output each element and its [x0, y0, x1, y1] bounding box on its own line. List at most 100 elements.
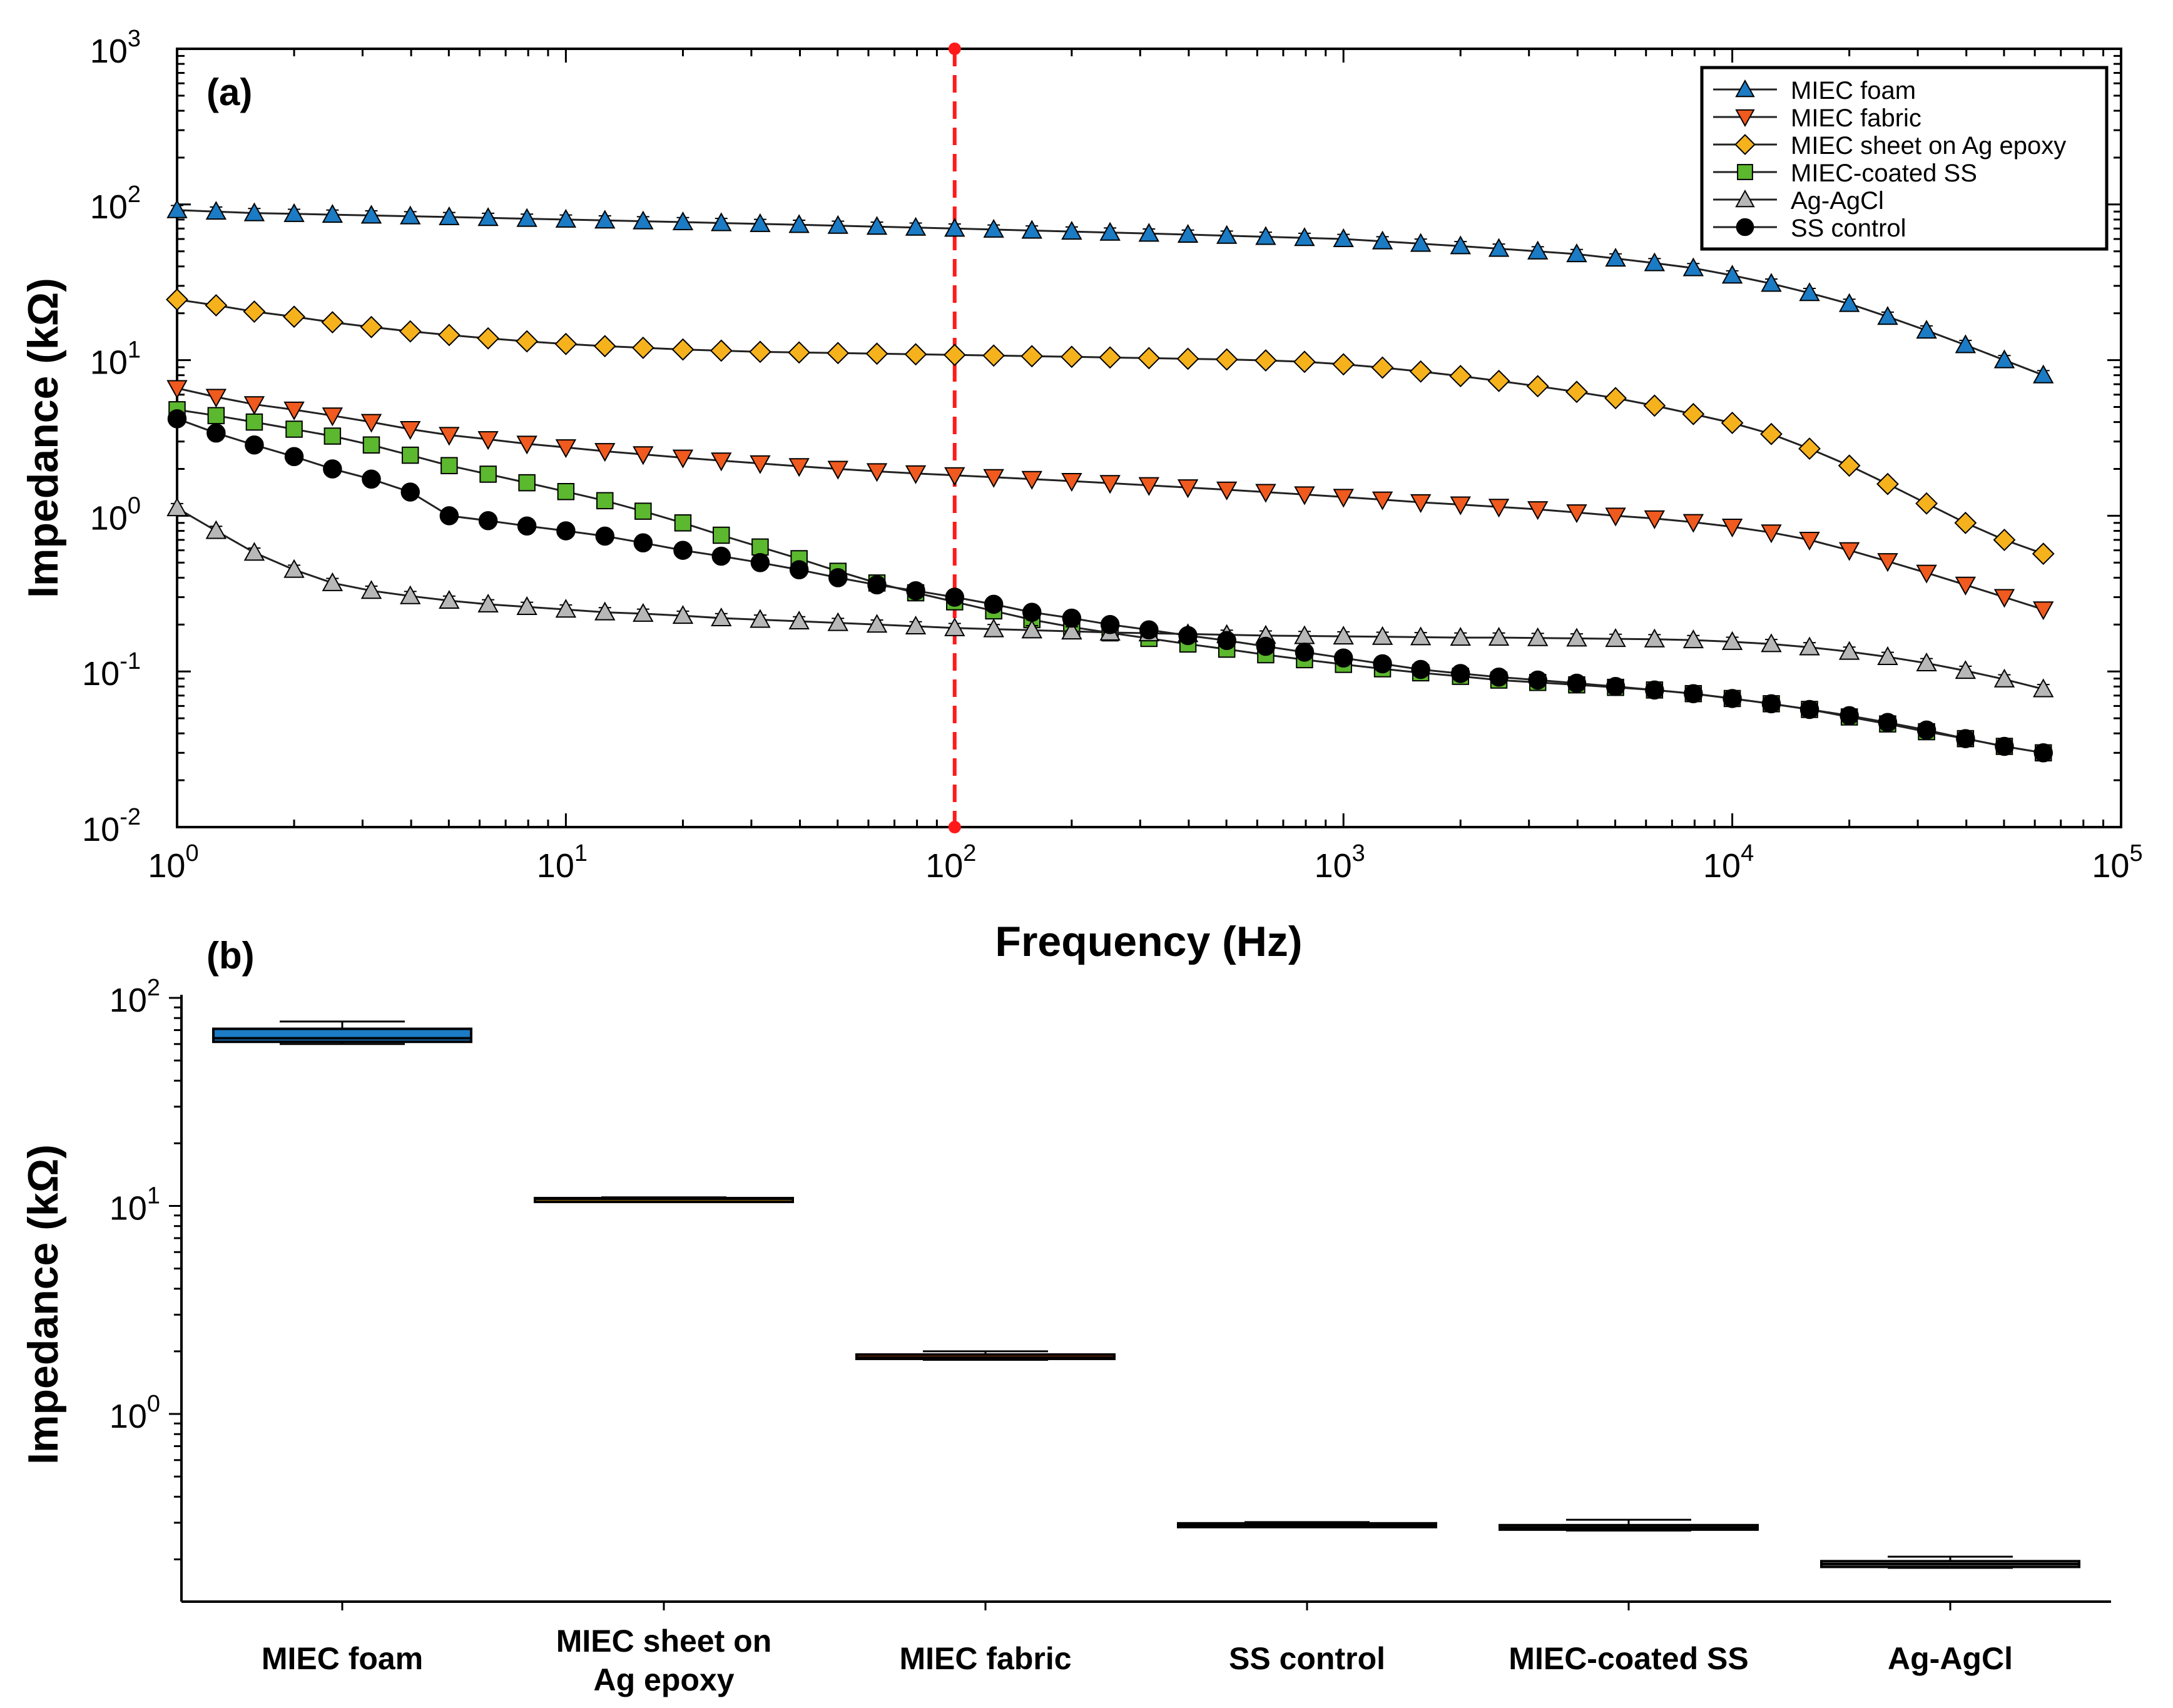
data-point-miec-foam — [322, 204, 344, 223]
data-point-miec-sheet-on-ag-epoxy — [631, 336, 654, 359]
data-point-miec-foam — [1838, 293, 1860, 312]
data-point-miec-foam — [1294, 227, 1315, 247]
data-point-ag-agcl — [1021, 619, 1042, 639]
data-point-ag-agcl — [1333, 626, 1354, 645]
data-point-miec-fabric — [2033, 601, 2054, 621]
data-point-miec-sheet-on-ag-epoxy — [943, 343, 966, 367]
data-point-ss-control — [1761, 694, 1781, 714]
data-point-ss-control — [750, 553, 770, 572]
data-point-miec-fabric — [1450, 496, 1471, 516]
data-point-miec-foam — [1177, 223, 1199, 243]
data-point-ss-control — [789, 560, 809, 579]
data-point-ag-agcl — [983, 618, 1004, 638]
data-point-ag-agcl — [750, 609, 771, 628]
data-point-miec-foam — [1605, 248, 1626, 267]
data-point-ag-agcl — [633, 602, 654, 622]
data-point-ag-agcl — [1644, 628, 1666, 648]
data-point-miec-fabric — [400, 420, 421, 440]
data-point-ag-agcl — [1682, 629, 1704, 649]
legend-marker-miec-sheet-on-ag-epoxy — [1734, 134, 1756, 155]
series-miec-foam — [166, 199, 2054, 384]
data-point-ag-agcl — [1527, 627, 1549, 646]
data-point-miec-fabric — [1605, 507, 1626, 527]
series-miec-sheet-on-ag-epoxy — [166, 288, 2055, 566]
legend-marker-miec-fabric — [1735, 109, 1755, 128]
reference-line-bottom-dot — [948, 821, 961, 833]
data-point-miec-fabric — [1099, 475, 1121, 494]
data-point-ss-control — [1139, 620, 1159, 639]
panel-a-tick-labels: 100 101 102 103 104 105 10-2 10-1 100 101 102 103 — [82, 26, 2142, 885]
data-point-miec-sheet-on-ag-epoxy — [360, 315, 383, 338]
data-point-miec-foam — [1955, 334, 1977, 353]
data-point-ss-control — [2033, 743, 2053, 763]
reference-line-top-dot — [948, 43, 961, 55]
data-point-miec-fabric — [516, 435, 537, 455]
data-point-ag-agcl — [944, 617, 965, 636]
data-point-miec-fabric — [1333, 489, 1354, 508]
data-point-miec-fabric — [633, 446, 654, 465]
data-point-ss-control — [1606, 677, 1626, 696]
y-tick-label-1: 10-1 — [82, 648, 141, 693]
legend-label-ag-agcl: Ag-AgCl — [1791, 187, 1884, 215]
legend-marker-miec-coated-ss — [1737, 164, 1753, 180]
panel-b-y-axis-title: Impedance (kΩ) — [19, 1144, 67, 1465]
legend-label-miec-coated-ss: MIEC-coated SS — [1791, 160, 1977, 187]
data-point-miec-sheet-on-ag-epoxy — [865, 342, 888, 365]
data-point-ss-control — [867, 575, 887, 595]
b-y-tick-label-2: 102 — [109, 975, 160, 1019]
data-point-ag-agcl — [672, 605, 694, 624]
data-point-miec-sheet-on-ag-epoxy — [1099, 346, 1122, 369]
data-point-miec-sheet-on-ag-epoxy — [1409, 360, 1432, 383]
data-point-miec-sheet-on-ag-epoxy — [1176, 347, 1199, 370]
data-point-miec-foam — [983, 218, 1004, 238]
data-point-ss-control — [1295, 643, 1315, 662]
data-point-miec-fabric — [1177, 479, 1199, 499]
data-point-ss-control — [1916, 720, 1936, 740]
data-point-miec-sheet-on-ag-epoxy — [399, 320, 422, 343]
panel-b-tick-labels: 100 101 102 — [109, 975, 160, 1435]
legend-marker-ss-control — [1736, 218, 1754, 236]
data-point-miec-sheet-on-ag-epoxy — [283, 305, 305, 328]
data-point-miec-fabric — [1021, 470, 1042, 490]
data-point-miec-fabric — [1566, 504, 1587, 524]
data-point-miec-foam — [1371, 230, 1393, 250]
data-point-miec-foam — [1644, 252, 1666, 272]
data-point-miec-fabric — [1799, 531, 1820, 551]
data-point-ss-control — [284, 447, 304, 467]
data-point-miec-fabric — [1216, 481, 1238, 501]
data-point-ag-agcl — [827, 612, 848, 631]
legend-marker-ag-agcl — [1735, 189, 1755, 208]
data-point-miec-sheet-on-ag-epoxy — [166, 288, 188, 311]
data-point-ag-agcl — [516, 596, 537, 615]
data-point-miec-foam — [1216, 225, 1238, 244]
data-point-miec-fabric — [1955, 576, 1977, 596]
category-label-miec-foam: MIEC foam — [262, 1641, 423, 1676]
data-point-ss-control — [673, 541, 693, 560]
data-point-miec-sheet-on-ag-epoxy — [1721, 412, 1744, 434]
legend-frame — [1700, 66, 2109, 251]
data-point-ss-control — [1684, 684, 1703, 703]
legend-marker-miec-foam — [1735, 79, 1755, 98]
data-point-miec-sheet-on-ag-epoxy — [1915, 492, 1938, 515]
data-point-miec-fabric — [477, 431, 499, 450]
data-point-miec-sheet-on-ag-epoxy — [748, 340, 771, 363]
data-point-ss-control — [323, 459, 342, 479]
data-point-ag-agcl — [360, 580, 382, 599]
data-point-ag-agcl — [1761, 633, 1782, 653]
legend-label-miec-foam: MIEC foam — [1791, 77, 1916, 104]
data-point-ag-agcl — [477, 593, 499, 613]
data-point-miec-fabric — [283, 401, 305, 420]
x-tick-label-3: 103 — [1315, 840, 1365, 885]
data-point-miec-fabric — [205, 389, 227, 408]
data-point-miec-sheet-on-ag-epoxy — [477, 327, 500, 350]
data-point-miec-fabric — [1294, 486, 1315, 506]
panel-b-label: (b) — [206, 935, 255, 977]
data-point-miec-sheet-on-ag-epoxy — [554, 332, 578, 355]
data-point-miec-fabric — [166, 380, 188, 399]
data-point-ss-control — [1799, 699, 1819, 719]
data-point-miec-fabric — [555, 439, 577, 459]
data-point-ag-agcl — [1993, 668, 2015, 688]
data-point-ag-agcl — [1061, 621, 1082, 640]
data-point-miec-foam — [944, 218, 965, 237]
